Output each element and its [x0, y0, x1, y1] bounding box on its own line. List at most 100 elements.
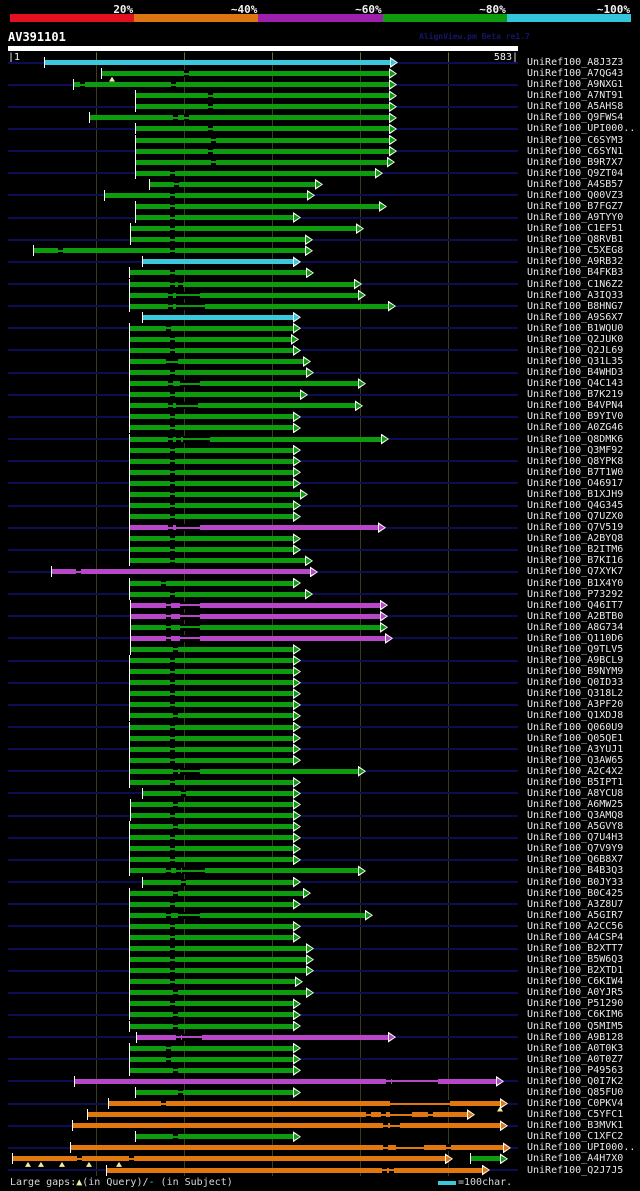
row-label[interactable]: UniRef100_A3Z8U7: [527, 898, 624, 910]
row-label[interactable]: UniRef100_Q7UZX0: [527, 511, 624, 523]
row-bar[interactable]: [136, 1089, 295, 1095]
row-label[interactable]: UniRef100_C5XEG8: [527, 245, 624, 257]
row-label[interactable]: UniRef100_UPI000..: [527, 1142, 636, 1154]
row-label[interactable]: UniRef100_A3PF20: [527, 699, 624, 711]
row-label[interactable]: UniRef100_A9TYY0: [527, 212, 624, 224]
row-label[interactable]: UniRef100_C0PKV4: [527, 1098, 624, 1110]
row-bar[interactable]: [143, 790, 295, 796]
row-label[interactable]: UniRef100_Q1XDJ8: [527, 710, 624, 722]
row-label[interactable]: UniRef100_C6KIM6: [527, 1009, 624, 1021]
row-bar[interactable]: [471, 1156, 502, 1162]
row-bar[interactable]: [130, 370, 308, 376]
row-label[interactable]: UniRef100_A7QG43: [527, 68, 624, 80]
row-bar[interactable]: [150, 181, 317, 187]
row-label[interactable]: UniRef100_Q0I7K2: [527, 1075, 624, 1087]
row-label[interactable]: UniRef100_A0YJR5: [527, 987, 624, 999]
row-bar[interactable]: [136, 159, 389, 165]
row-label[interactable]: UniRef100_Q05QE1: [527, 732, 624, 744]
row-label[interactable]: UniRef100_B0JY33: [527, 876, 624, 888]
row-label[interactable]: UniRef100_Q7V9Y9: [527, 843, 624, 855]
row-bar[interactable]: [131, 237, 307, 243]
row-bar[interactable]: [130, 325, 295, 331]
row-label[interactable]: UniRef100_A9RB32: [527, 256, 624, 268]
row-bar[interactable]: [130, 702, 295, 708]
row-bar[interactable]: [136, 170, 377, 176]
row-label[interactable]: UniRef100_Q2J7J5: [527, 1164, 624, 1176]
row-bar[interactable]: [130, 558, 307, 564]
row-label[interactable]: UniRef100_A4SB57: [527, 178, 624, 190]
row-label[interactable]: UniRef100_B8HNG7: [527, 300, 624, 312]
row-label[interactable]: UniRef100_Q9FWS4: [527, 112, 624, 124]
row-bar[interactable]: [130, 868, 360, 874]
row-label[interactable]: UniRef100_Q7XYK7: [527, 566, 624, 578]
row-bar[interactable]: [131, 646, 295, 652]
row-label[interactable]: UniRef100_Q46IT7: [527, 599, 624, 611]
row-label[interactable]: UniRef100_Q3MF92: [527, 444, 624, 456]
row-bar[interactable]: [131, 624, 382, 630]
row-label[interactable]: UniRef100_B3MVK1: [527, 1120, 624, 1132]
row-label[interactable]: UniRef100_A3IQ33: [527, 289, 624, 301]
row-bar[interactable]: [131, 635, 387, 641]
row-label[interactable]: UniRef100_A4H7X0: [527, 1153, 624, 1165]
row-bar[interactable]: [130, 934, 295, 940]
row-label[interactable]: UniRef100_B1X4Y0: [527, 577, 624, 589]
row-bar[interactable]: [130, 514, 295, 520]
row-label[interactable]: UniRef100_C1N6Z2: [527, 278, 624, 290]
row-bar[interactable]: [130, 757, 295, 763]
row-bar[interactable]: [130, 857, 295, 863]
row-label[interactable]: UniRef100_Q8RVB1: [527, 234, 624, 246]
row-label[interactable]: UniRef100_B9R7X7: [527, 156, 624, 168]
row-bar[interactable]: [130, 979, 297, 985]
row-bar[interactable]: [143, 314, 295, 320]
row-bar[interactable]: [130, 746, 295, 752]
row-bar[interactable]: [131, 226, 358, 232]
row-label[interactable]: UniRef100_Q5MIM5: [527, 1020, 624, 1032]
row-bar[interactable]: [136, 148, 391, 154]
row-label[interactable]: UniRef100_Q4G345: [527, 500, 624, 511]
row-label[interactable]: UniRef100_Q060U9: [527, 721, 624, 733]
row-bar[interactable]: [136, 104, 391, 110]
row-bar[interactable]: [130, 458, 295, 464]
row-bar[interactable]: [130, 735, 295, 741]
row-bar[interactable]: [130, 503, 295, 508]
row-bar[interactable]: [130, 480, 295, 486]
row-label[interactable]: UniRef100_A9NXG1: [527, 79, 624, 91]
row-label[interactable]: UniRef100_C6SYN1: [527, 145, 624, 157]
row-label[interactable]: UniRef100_A5GVY8: [527, 821, 624, 833]
row-bar[interactable]: [102, 71, 391, 77]
row-label[interactable]: UniRef100_A9S6X7: [527, 311, 624, 323]
row-bar[interactable]: [130, 414, 295, 420]
row-bar[interactable]: [130, 491, 302, 497]
row-label[interactable]: UniRef100_A2CC56: [527, 920, 624, 932]
row-bar[interactable]: [130, 347, 295, 353]
row-label[interactable]: UniRef100_Q7U4H3: [527, 832, 624, 844]
row-bar[interactable]: [130, 403, 357, 409]
row-bar[interactable]: [130, 292, 360, 298]
row-bar[interactable]: [136, 126, 391, 132]
row-bar[interactable]: [130, 547, 295, 553]
row-label[interactable]: UniRef100_Q7V519: [527, 522, 624, 534]
row-label[interactable]: UniRef100_Q2JUK0: [527, 333, 624, 345]
row-bar[interactable]: [130, 392, 302, 398]
row-bar[interactable]: [73, 1123, 502, 1129]
row-label[interactable]: UniRef100_A8YCU8: [527, 787, 624, 799]
row-bar[interactable]: [130, 824, 295, 830]
row-bar[interactable]: [136, 137, 391, 143]
row-bar[interactable]: [130, 303, 390, 309]
row-label[interactable]: UniRef100_A2BYQ8: [527, 533, 624, 545]
row-bar[interactable]: [136, 203, 381, 209]
row-bar[interactable]: [130, 270, 308, 276]
row-label[interactable]: UniRef100_C5YFC1: [527, 1109, 624, 1121]
row-bar[interactable]: [130, 1012, 295, 1018]
row-bar[interactable]: [130, 1067, 295, 1073]
row-label[interactable]: UniRef100_B7K219: [527, 389, 624, 401]
row-bar[interactable]: [130, 425, 295, 431]
row-bar[interactable]: [90, 115, 391, 121]
row-label[interactable]: UniRef100_A0T0K3: [527, 1042, 624, 1054]
row-label[interactable]: UniRef100_A9B128: [527, 1031, 624, 1043]
row-bar[interactable]: [130, 957, 308, 963]
row-bar[interactable]: [130, 890, 305, 896]
row-bar[interactable]: [52, 569, 312, 575]
row-bar[interactable]: [130, 912, 367, 918]
row-bar[interactable]: [136, 93, 391, 99]
